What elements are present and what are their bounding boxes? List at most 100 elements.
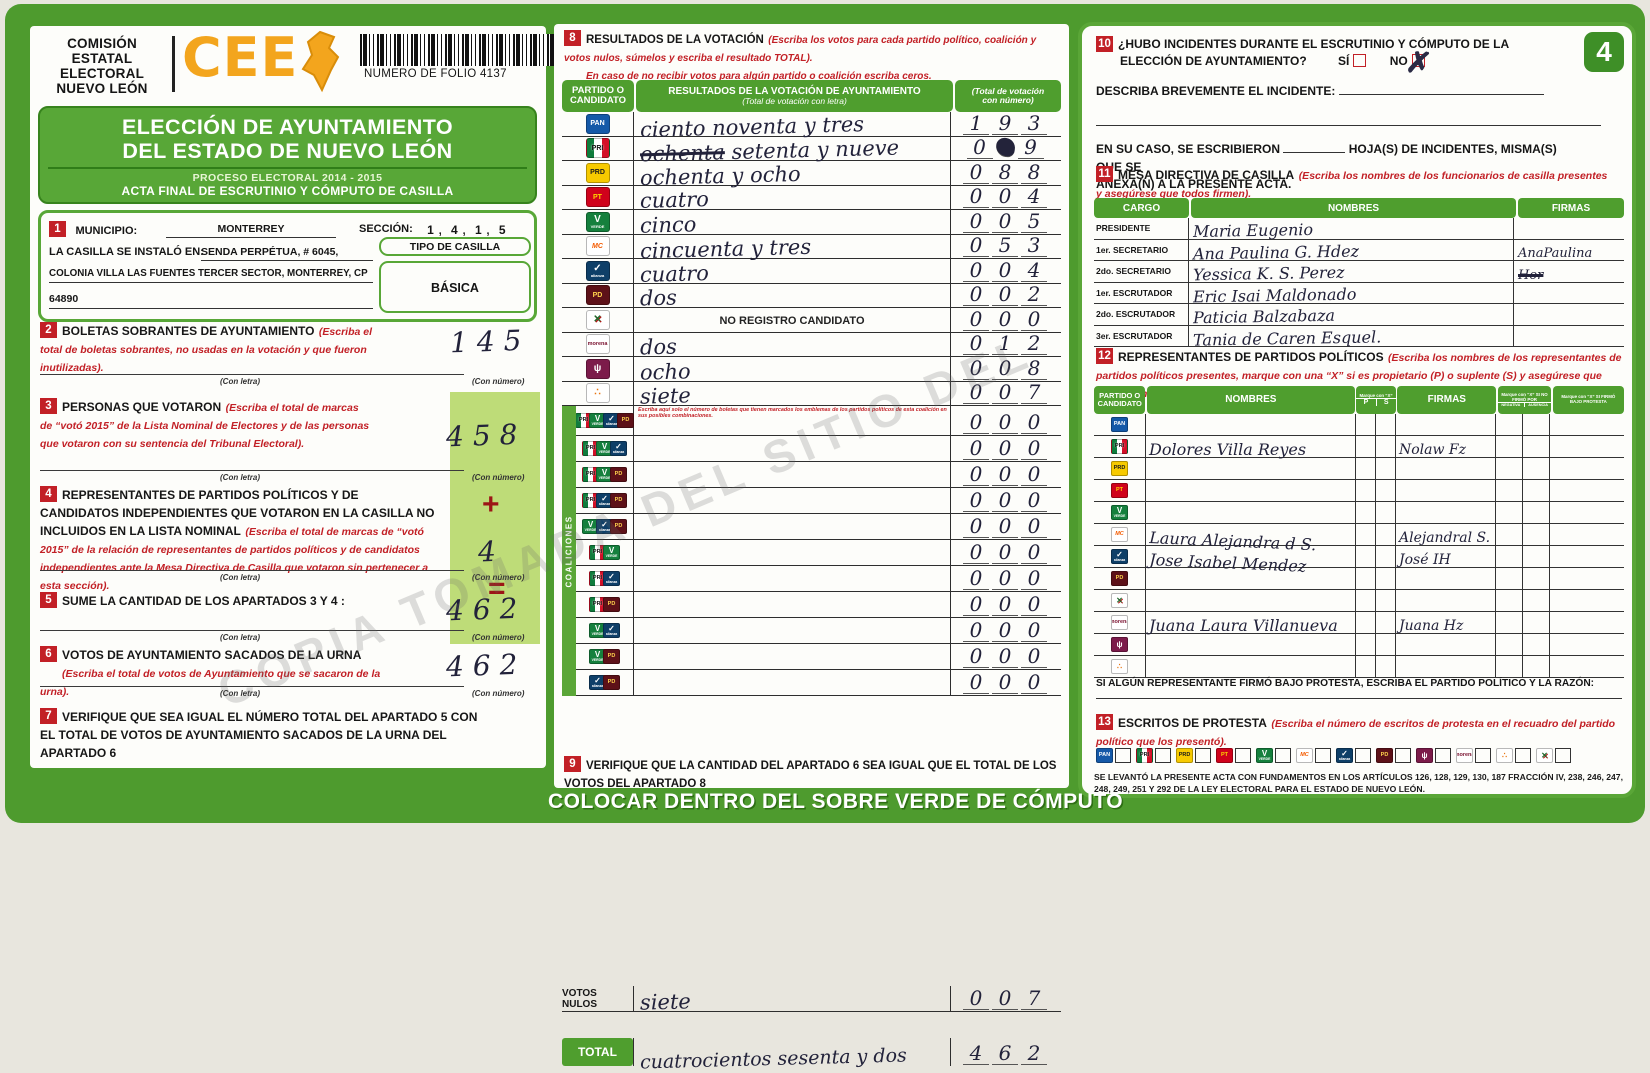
rep-protesta-cell xyxy=(1550,634,1624,655)
coalition-letra-cell xyxy=(634,488,951,513)
morena-label: morena xyxy=(587,340,608,347)
mesa-firma-cell xyxy=(1514,218,1622,239)
org-name-line: ELECTORAL xyxy=(59,66,145,82)
morena-label: morena xyxy=(1457,751,1472,758)
result-digit: 0 xyxy=(1021,437,1047,460)
coalition-party-cell: PRI V VERDE ✓ alianza PD xyxy=(562,406,634,435)
alianza-logo: ✓ alianza xyxy=(1336,748,1353,763)
result-party-cell: PRI xyxy=(562,136,634,160)
morena-label: morena xyxy=(1112,618,1127,625)
protest-count-box xyxy=(1355,748,1371,763)
municipio-label: MUNICIPIO: xyxy=(75,225,138,237)
rep-negativa-cell xyxy=(1496,634,1523,655)
coalition-party-cell: V VERDE ✓ alianza xyxy=(562,618,634,643)
rep-protesta-cell xyxy=(1550,524,1624,545)
independiente-glyph: ✕ xyxy=(1116,595,1123,605)
rep-party-cell: ✓ alianza xyxy=(1094,546,1146,567)
pt-logo: PT xyxy=(1111,483,1128,498)
alianza-glyph: ✓ xyxy=(1116,549,1123,559)
result-digit: 8 xyxy=(992,160,1018,184)
ausencia-label: AUSENCIA xyxy=(1528,403,1549,408)
result-digit: 0 xyxy=(992,593,1018,616)
rep-col-protesta: Marque con “X” SI FIRMÓ BAJO PROTESTA xyxy=(1552,386,1624,414)
rep-ausencia-cell xyxy=(1523,590,1550,611)
result-digit: 0 xyxy=(963,332,989,355)
mesa-nombre-cell: Eric Isai Maldonado xyxy=(1189,282,1514,306)
protesta-label: Marque con “X” SI FIRMÓ BAJO PROTESTA xyxy=(1561,394,1616,404)
alianza-glyph: ✓ xyxy=(608,571,615,581)
mesa-row: 3er. ESCRUTADOR Tania de Caren Esquel. xyxy=(1094,325,1624,349)
result-digit: 0 xyxy=(992,411,1018,434)
result-letra-cell: dos xyxy=(634,283,951,311)
rep-nombre-cell: Juana Laura Villanueva xyxy=(1146,612,1356,634)
result-digit: 8 xyxy=(1021,356,1047,380)
alianza-glyph: ✓ xyxy=(593,262,602,274)
result-digit: 0 xyxy=(992,437,1018,460)
coalition-party-cell: PRI V VERDE ✓ alianza xyxy=(562,436,634,461)
result-letra-handwriting: ochenta y ocho xyxy=(640,162,801,190)
result-letra-handwriting: ocho xyxy=(640,359,691,384)
result-digit: 0 xyxy=(1021,489,1047,512)
verde-glyph: V xyxy=(608,545,615,555)
alianza-logo: ✓ alianza xyxy=(603,571,620,586)
rep-s-cell xyxy=(1376,568,1396,589)
result-digit: 0 xyxy=(992,671,1018,694)
rep-nombre-cell: Dolores Villa Reyes xyxy=(1146,436,1356,460)
section-5-title: SUME LA CANTIDAD DE LOS APARTADOS 3 Y 4 … xyxy=(62,594,345,608)
result-letra-handwriting: cinco xyxy=(640,212,697,237)
verde-sub-label: VERDE xyxy=(591,421,604,426)
results-table-header: PARTIDO O CANDIDATO RESULTADOS DE LA VOT… xyxy=(562,80,1061,112)
result-digit: 0 xyxy=(963,619,989,642)
protest-count-box xyxy=(1435,748,1451,763)
result-digit: 0 xyxy=(1021,307,1047,331)
humanista-logo: ψ xyxy=(1416,748,1433,763)
result-party-cell: ✓ alianza xyxy=(562,259,634,283)
verde-glyph: V xyxy=(601,441,608,451)
coalition-row: PRI PD 0 0 0 xyxy=(562,592,1061,618)
section-12-number: 12 xyxy=(1096,348,1113,364)
pd-logo: PD xyxy=(610,467,627,482)
result-digit: 0 xyxy=(963,209,989,233)
coalition-letra-cell xyxy=(634,592,951,617)
rep-ausencia-cell xyxy=(1523,414,1550,435)
section-9-text: VERIFIQUE QUE LA CANTIDAD DEL APARTADO 6… xyxy=(564,760,1057,790)
result-digit: 0 xyxy=(1021,671,1047,694)
describe-row: DESCRIBA BREVEMENTE EL INCIDENTE: xyxy=(1096,83,1566,100)
seccion-digit-separator: , xyxy=(461,221,471,238)
alianza-glyph: ✓ xyxy=(601,493,608,503)
result-digit: 2 xyxy=(1021,1042,1047,1065)
col-letra-sub: (Total de votación con letra) xyxy=(742,95,847,106)
mesa-firma-signature: Hor xyxy=(1518,267,1544,283)
rep-party-cell: ✕ xyxy=(1094,590,1146,611)
cargo-header: CARGO xyxy=(1094,198,1189,218)
result-row: PRD ochenta y ocho 0 8 8 xyxy=(562,160,1061,190)
rep-negativa-cell xyxy=(1496,414,1523,435)
section-1-number: 1 xyxy=(49,221,66,237)
verde-logo: V VERDE xyxy=(596,467,613,482)
section-5: 5 SUME LA CANTIDAD DE LOS APARTADOS 3 Y 4… xyxy=(40,592,440,610)
cargo-label: 1er. ESCRUTADOR xyxy=(1094,282,1189,303)
section-3-number: 3 xyxy=(40,398,57,414)
verde-glyph: V xyxy=(594,413,601,423)
pd-logo: PD xyxy=(1111,571,1128,586)
rep-negativa-cell xyxy=(1496,568,1523,589)
result-digit: 4 xyxy=(963,1042,989,1065)
result-digit: 0 xyxy=(963,234,989,257)
rep-ausencia-cell xyxy=(1523,480,1550,501)
rep-nombre-handwriting: Dolores Villa Reyes xyxy=(1149,440,1307,460)
section-11-header: 11 MESA DIRECTIVA DE CASILLA (Escriba los… xyxy=(1096,166,1616,202)
incidentes-question-line1: 10 ¿HUBO INCIDENTES DURANTE EL ESCRUTINIO… xyxy=(1096,36,1566,53)
si-label: SÍ xyxy=(1338,54,1350,69)
pt-logo: PT xyxy=(585,187,610,208)
incident-blank-2 xyxy=(1096,114,1601,127)
coalition-row: ✓ alianza PD 0 0 0 xyxy=(562,670,1061,696)
coalition-letra-cell xyxy=(634,644,951,669)
result-row: ✕ NO REGISTRO CANDIDATO 0 0 0 xyxy=(562,307,1061,333)
rep-firma-cell xyxy=(1396,480,1496,501)
coalition-row: V VERDE PD 0 0 0 xyxy=(562,644,1061,670)
